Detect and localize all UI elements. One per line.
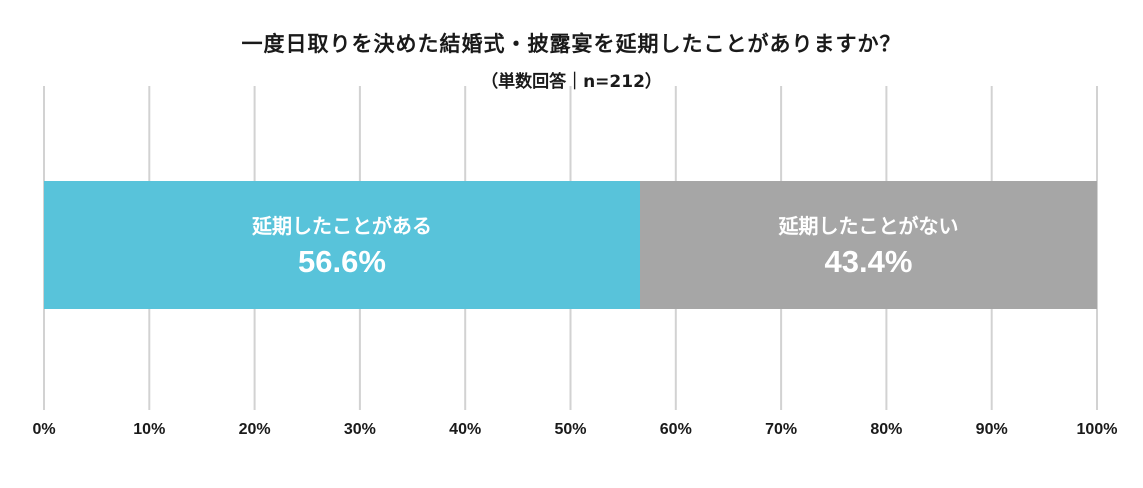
chart-title: 一度日取りを決めた結婚式・披露宴を延期したことがありますか？ bbox=[241, 32, 902, 56]
x-tick-label: 40% bbox=[449, 421, 481, 438]
x-tick-label: 30% bbox=[344, 421, 376, 438]
x-tick-label: 20% bbox=[239, 421, 271, 438]
x-tick-label: 70% bbox=[765, 421, 797, 438]
bar-segment-1 bbox=[44, 181, 640, 309]
segment-labels: 延期したことがある 56.6% 延期したことがない 43.4% bbox=[251, 214, 959, 279]
segment-name-label: 延期したことがない bbox=[777, 214, 958, 238]
x-tick-label: 60% bbox=[660, 421, 692, 438]
bar-segment-2 bbox=[639, 181, 1097, 309]
bar-segments bbox=[44, 181, 1097, 309]
x-tick-label: 0% bbox=[32, 421, 55, 438]
segment-value-label: 43.4% bbox=[825, 244, 913, 279]
x-tick-label: 10% bbox=[133, 421, 165, 438]
x-tick-label: 80% bbox=[870, 421, 902, 438]
segment-name-label: 延期したことがある bbox=[251, 214, 432, 238]
x-tick-label: 50% bbox=[554, 421, 586, 438]
x-axis-ticks: 0% 10% 20% 30% 40% 50% 60% 70% 80% 90% 100% bbox=[32, 421, 1117, 438]
x-tick-label: 100% bbox=[1077, 421, 1118, 438]
x-tick-label: 90% bbox=[976, 421, 1008, 438]
segment-value-label: 56.6% bbox=[298, 244, 386, 279]
chart-subtitle: （単数回答｜n=212） bbox=[481, 72, 662, 92]
